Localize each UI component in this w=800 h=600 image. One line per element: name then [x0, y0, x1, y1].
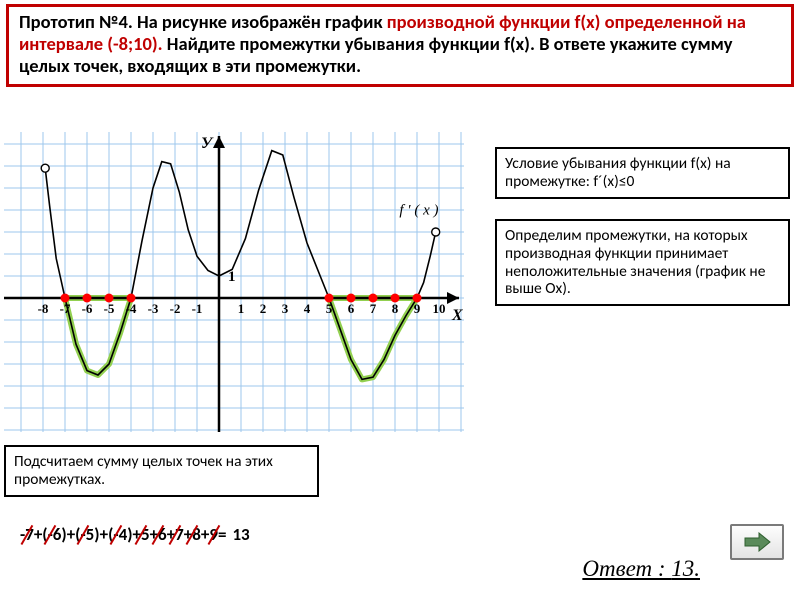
svg-text:-3: -3 [148, 301, 159, 316]
svg-text:-8: -8 [38, 301, 49, 316]
sum-instruction-box: Подсчитаем сумму целых точек на этих про… [4, 445, 319, 497]
calc-result: 13 [232, 524, 249, 545]
problem-pre: Прототип №4. На рисунке изображён график [19, 10, 387, 33]
calc-term: +(-6) [34, 524, 67, 545]
svg-text:У: У [201, 135, 214, 152]
answer-value: 13. [671, 556, 700, 581]
svg-text:5: 5 [326, 301, 333, 316]
svg-text:-7: -7 [60, 301, 71, 316]
svg-text:9: 9 [414, 301, 421, 316]
svg-text:X: X [451, 307, 463, 324]
calculation-line: -7+(-6)+(-5)+(-4)+5+6+7+8+9=13 [20, 524, 250, 545]
svg-text:-4: -4 [126, 301, 137, 316]
next-button[interactable] [730, 524, 784, 560]
calc-term: +8 [184, 524, 201, 545]
svg-text:3: 3 [282, 301, 289, 316]
problem-statement: Прототип №4. На рисунке изображён график… [6, 4, 794, 87]
svg-text:4: 4 [304, 301, 311, 316]
svg-text:10: 10 [433, 301, 446, 316]
arrow-right-icon [743, 532, 771, 552]
calc-term: +7 [167, 524, 184, 545]
answer: Ответ : 13. [582, 556, 700, 582]
svg-text:-2: -2 [170, 301, 181, 316]
svg-text:-1: -1 [192, 301, 203, 316]
svg-text:8: 8 [392, 301, 399, 316]
answer-label: Ответ : [582, 556, 671, 581]
calc-term: +(-4) [100, 524, 133, 545]
svg-text:2: 2 [260, 301, 267, 316]
svg-text:1: 1 [238, 301, 245, 316]
calc-term: +(-5) [67, 524, 100, 545]
svg-text:1: 1 [228, 269, 236, 285]
calc-term: +5 [133, 524, 150, 545]
derivative-chart: -8-7-6-5-4-3-2-1123456789101УXf ′ ( x ) [4, 132, 464, 432]
svg-text:f ′ ( x ): f ′ ( x ) [399, 202, 438, 218]
condition-box: Условие убывания функции f(x) на промежу… [495, 147, 790, 199]
method-box: Определим промежутки, на которых произво… [495, 219, 790, 306]
calc-term: +9= [201, 524, 227, 545]
calc-term: -7 [20, 524, 34, 545]
svg-text:6: 6 [348, 301, 355, 316]
svg-text:-6: -6 [82, 301, 93, 316]
svg-text:7: 7 [370, 301, 377, 316]
svg-text:-5: -5 [104, 301, 115, 316]
calc-term: +6 [150, 524, 167, 545]
